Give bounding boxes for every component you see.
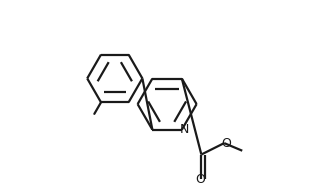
Text: O: O [195, 173, 205, 186]
Text: N: N [180, 123, 189, 136]
Text: O: O [221, 137, 231, 150]
